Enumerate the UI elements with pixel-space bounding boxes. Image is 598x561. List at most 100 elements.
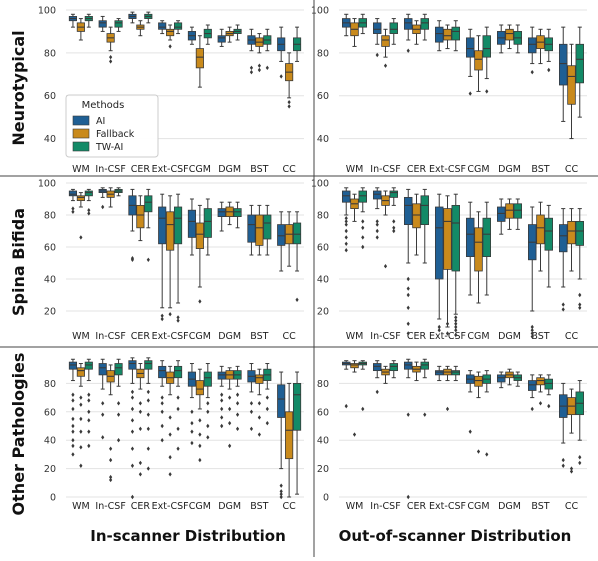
- outlier-point: [265, 65, 269, 71]
- outlier-point: [116, 401, 121, 406]
- outlier-point: [265, 406, 269, 412]
- x-tick-label: In-CSF: [370, 501, 400, 512]
- outlier-point: [375, 222, 379, 227]
- outlier-point: [344, 403, 348, 409]
- box-ai-cgm: [465, 28, 475, 96]
- x-tick-label: BST: [531, 331, 549, 342]
- x-tick-label: Ext-CSF: [152, 164, 189, 175]
- outlier-point: [578, 305, 582, 310]
- iqr-box: [166, 211, 175, 251]
- box-ai-in-csf: [372, 18, 382, 58]
- iqr-box: [68, 190, 78, 197]
- box-tw-ai-bst: [544, 204, 554, 288]
- y-tick-label: 100: [311, 179, 329, 190]
- outlier-point: [138, 426, 142, 432]
- outlier-point: [287, 104, 291, 109]
- outlier-point: [361, 225, 365, 230]
- outlier-point: [87, 208, 91, 213]
- box-tw-ai-cgm: [482, 201, 491, 296]
- box-fallback-bst: [255, 204, 264, 256]
- box-fallback-cc: [567, 43, 576, 140]
- box-fallback-cgm: [474, 35, 483, 92]
- iqr-box: [158, 206, 167, 245]
- outlier-point: [538, 401, 543, 406]
- iqr-box: [128, 360, 137, 370]
- outlier-point: [344, 222, 348, 227]
- outlier-point: [79, 429, 83, 434]
- outlier-point: [249, 401, 254, 406]
- outlier-point: [109, 477, 113, 483]
- outlier-point: [206, 409, 210, 414]
- legend-label-fallback: Fallback: [96, 129, 135, 140]
- box-ai-dgm: [217, 28, 226, 47]
- iqr-box: [217, 208, 226, 218]
- outlier-point: [547, 67, 551, 73]
- outlier-point: [116, 412, 121, 417]
- outlier-point: [198, 443, 202, 449]
- outlier-point: [454, 318, 458, 323]
- legend-swatch-tw-ai: [72, 141, 90, 152]
- row-label-neurotypical: Neurotypical: [9, 30, 28, 145]
- outlier-point: [220, 415, 224, 420]
- box-tw-ai-cc: [575, 26, 585, 118]
- box-ai-ext-csf: [434, 20, 444, 52]
- outlier-point: [578, 302, 582, 307]
- x-tick-label: CER: [407, 164, 427, 175]
- outlier-point: [257, 63, 261, 68]
- box-fallback-dgm: [505, 368, 514, 386]
- box-ai-cgm: [187, 26, 197, 45]
- x-tick-label: In-CSF: [95, 331, 125, 342]
- iqr-box: [536, 214, 545, 245]
- iqr-box: [217, 371, 226, 380]
- outlier-point: [190, 409, 194, 414]
- outlier-point: [71, 206, 75, 211]
- iqr-box: [372, 363, 382, 372]
- outlier-point: [71, 398, 75, 403]
- outlier-point: [578, 455, 582, 460]
- iqr-box: [203, 371, 212, 387]
- outlier-point: [146, 389, 150, 395]
- y-tick-label: 40: [317, 436, 329, 447]
- box-ai-bst: [528, 26, 537, 75]
- iqr-box: [559, 224, 568, 253]
- x-tick-label: Ext-CSF: [429, 164, 466, 175]
- box-ai-cer: [403, 13, 413, 53]
- outlier-point: [228, 443, 232, 449]
- iqr-box: [389, 190, 398, 198]
- iqr-box: [98, 363, 107, 376]
- box-ai-wm: [341, 187, 351, 253]
- box-tw-ai-cer: [420, 188, 429, 264]
- box-fallback-bst: [536, 28, 545, 65]
- box-fallback-dgm: [225, 201, 234, 226]
- box-tw-ai-bst: [263, 363, 272, 426]
- iqr-box: [68, 361, 78, 370]
- box-ai-cgm: [465, 201, 475, 296]
- legend-label-tw-ai: TW-AI: [95, 142, 123, 153]
- box-ai-cc: [277, 26, 286, 79]
- outlier-point: [578, 292, 582, 298]
- outlier-point: [406, 276, 410, 282]
- iqr-box: [544, 217, 554, 251]
- outlier-point: [344, 228, 348, 234]
- outlier-point: [530, 334, 534, 339]
- panel-0: 40 60 80 100 WM In-CSF CER Ext-CSF CGM DGM BST CC: [38, 6, 304, 175]
- x-tick-label: CC: [565, 501, 579, 512]
- outlier-point: [101, 412, 105, 417]
- outlier-point: [220, 423, 224, 429]
- outlier-point: [569, 466, 574, 471]
- iqr-box: [420, 361, 429, 370]
- x-tick-label: CER: [131, 164, 151, 175]
- outlier-point: [445, 406, 450, 412]
- x-tick-label: CER: [131, 501, 151, 512]
- x-tick-label: BST: [531, 164, 549, 175]
- outlier-point: [190, 420, 194, 426]
- iqr-box: [434, 26, 444, 43]
- box-ai-cer: [128, 357, 137, 500]
- outlier-point: [176, 426, 180, 432]
- box-fallback-wm: [350, 360, 359, 437]
- outlier-point: [130, 446, 135, 451]
- outlier-point: [87, 418, 91, 423]
- y-tick-label: 60: [317, 243, 329, 254]
- outlier-point: [361, 219, 365, 224]
- iqr-box: [434, 370, 444, 376]
